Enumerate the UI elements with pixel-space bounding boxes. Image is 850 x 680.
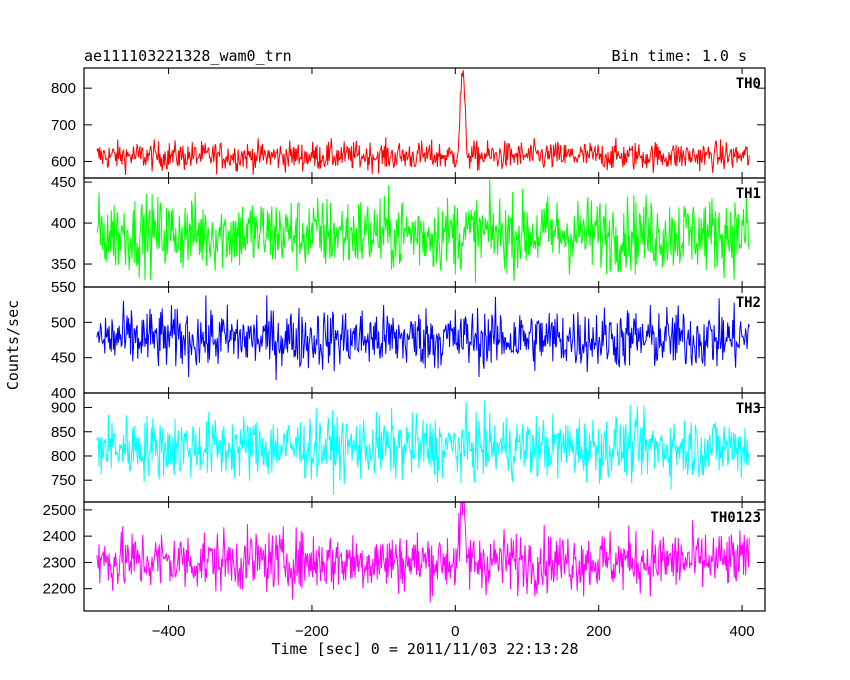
y-tick-label: 800 — [51, 448, 76, 465]
y-tick-label: 400 — [51, 215, 76, 232]
y-tick-label: 850 — [51, 424, 76, 441]
x-tick-label: 400 — [730, 623, 755, 640]
x-axis-label: Time [sec] 0 = 2011/11/03 22:13:28 — [271, 640, 578, 658]
series-line-th0 — [96, 70, 750, 176]
x-tick-label: 200 — [586, 623, 611, 640]
y-tick-label: 500 — [51, 314, 76, 331]
y-tick-label: 450 — [51, 174, 76, 191]
y-tick-label: 2300 — [43, 554, 76, 571]
y-tick-label: 550 — [51, 279, 76, 296]
panel-label-th3: TH3 — [736, 401, 761, 417]
series-line-th2 — [96, 295, 750, 381]
y-tick-label: 700 — [51, 117, 76, 134]
y-tick-label: 900 — [51, 400, 76, 417]
y-tick-label: 2500 — [43, 502, 76, 519]
panel-label-th1: TH1 — [736, 186, 761, 202]
panels-group: 600 700 800 TH0 350 400 450 TH1 400 450 500 550 TH2 7… — [43, 67, 766, 640]
panel-frame — [83, 501, 766, 612]
series-line-th3 — [96, 400, 750, 495]
panel-label-th0123: TH0123 — [710, 510, 761, 526]
y-tick-label: 750 — [51, 472, 76, 489]
bin-time-label: Bin time: 1.0 s — [612, 47, 747, 65]
y-tick-label: 600 — [51, 154, 76, 171]
y-tick-label: 800 — [51, 80, 76, 97]
panel-th0: 600 700 800 TH0 — [51, 67, 766, 179]
y-tick-label: 2200 — [43, 581, 76, 598]
y-tick-label: 350 — [51, 256, 76, 273]
x-tick-label: 0 — [451, 623, 459, 640]
panel-label-th0: TH0 — [736, 76, 761, 92]
x-tick-label: −200 — [295, 623, 329, 640]
panel-label-th2: TH2 — [736, 295, 761, 311]
y-tick-label: 400 — [51, 385, 76, 402]
series-line-th1 — [96, 179, 750, 283]
chart-title: ae111103221328_wam0_trn — [84, 47, 292, 65]
panel-th1: 350 400 450 TH1 — [51, 174, 766, 288]
y-axis-label: Counts/sec — [4, 300, 22, 390]
y-tick-label: 450 — [51, 350, 76, 367]
y-tick-label: 2400 — [43, 528, 76, 545]
x-tick-label: −400 — [152, 623, 186, 640]
series-line-th0123 — [96, 502, 750, 603]
panel-th3: 750 800 850 900 TH3 — [51, 392, 766, 503]
panel-th0123: 2200 2300 2400 2500 TH0123 — [43, 501, 766, 612]
panel-th2: 400 450 500 550 TH2 — [51, 279, 766, 402]
